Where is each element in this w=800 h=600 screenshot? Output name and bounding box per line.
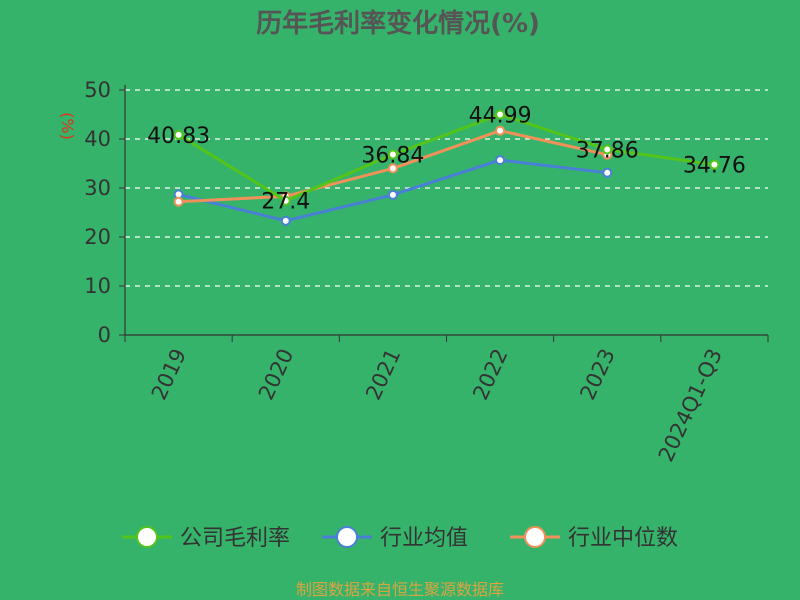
x-tick-label: 2021 — [361, 345, 405, 404]
data-label: 27.4 — [261, 190, 310, 215]
data-point — [387, 149, 398, 160]
data-point — [387, 163, 398, 174]
data-point — [387, 189, 398, 200]
data-label: 44.99 — [469, 104, 532, 129]
x-tick-label: 2023 — [575, 345, 619, 404]
data-point — [173, 196, 184, 207]
legend-marker-icon — [336, 526, 358, 548]
data-point — [280, 195, 291, 206]
data-label: 36.84 — [361, 143, 424, 168]
data-point — [495, 125, 506, 136]
legend-label: 公司毛利率 — [180, 526, 290, 551]
y-axis-unit: (%) — [58, 112, 77, 140]
source-note: 制图数据来自恒生聚源数据库 — [296, 580, 504, 599]
chart-title: 历年毛利率变化情况(%) — [256, 8, 540, 39]
axes — [119, 85, 769, 342]
x-tick-labels: 2019 2020 2021 2022 2023 2024Q1-Q3 — [147, 345, 727, 465]
x-tick-label: 2019 — [147, 345, 191, 404]
legend-label: 行业均值 — [380, 526, 468, 551]
legend-marker-icon — [136, 526, 158, 548]
y-tick-label: 30 — [84, 176, 111, 200]
y-tick-labels: 0 10 20 30 40 50 — [84, 78, 111, 347]
data-labels: 40.83 27.4 36.84 44.99 37.86 34.76 — [147, 104, 746, 215]
data-label: 34.76 — [683, 154, 746, 179]
series-line — [177, 113, 715, 203]
y-tick-label: 10 — [84, 274, 111, 298]
y-tick-label: 40 — [84, 127, 111, 151]
legend[interactable]: 公司毛利率 行业均值 行业中位数 — [122, 526, 678, 551]
y-tick-label: 50 — [84, 78, 111, 102]
data-label: 40.83 — [147, 124, 210, 149]
data-point — [709, 159, 720, 170]
y-tick-label: 20 — [84, 225, 111, 249]
data-point — [495, 155, 506, 166]
legend-item[interactable]: 行业均值 — [322, 526, 468, 551]
x-tick-label: 2024Q1-Q3 — [654, 345, 727, 465]
data-point — [280, 215, 291, 226]
data-label: 37.86 — [576, 138, 639, 163]
data-point — [173, 129, 184, 140]
x-tick-label: 2022 — [468, 345, 512, 404]
data-point — [602, 144, 613, 155]
legend-marker-icon — [524, 526, 546, 548]
series-lines — [173, 109, 720, 226]
data-point — [602, 167, 613, 178]
data-point — [495, 109, 506, 120]
gridlines — [125, 89, 768, 287]
y-tick-label: 0 — [98, 323, 111, 347]
legend-label: 行业中位数 — [568, 526, 678, 551]
x-tick-label: 2020 — [254, 345, 298, 404]
legend-item[interactable]: 公司毛利率 — [122, 526, 290, 551]
legend-item[interactable]: 行业中位数 — [510, 526, 678, 551]
